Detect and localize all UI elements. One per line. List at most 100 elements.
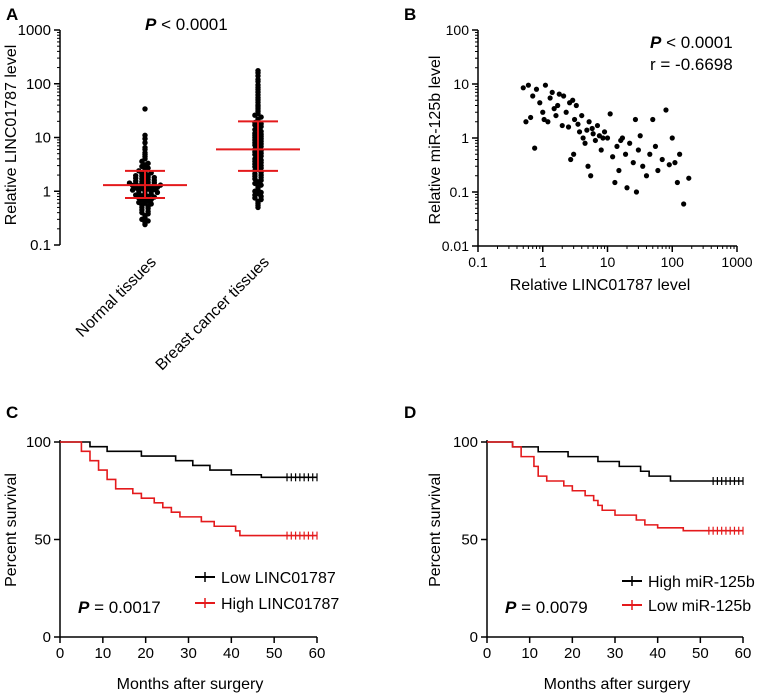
panel-a-ytick-label: 100 (26, 76, 51, 93)
panel-letter-c: C (6, 403, 18, 422)
panel-b: B P < 0.0001 r = -0.6698 Relative miR-12… (404, 5, 753, 294)
data-point (545, 119, 551, 125)
legend-label-low-mir125b: Low miR-125b (648, 598, 751, 615)
panel-b-annotation: P < 0.0001 (650, 33, 733, 52)
data-point (610, 154, 616, 160)
data-point (551, 106, 557, 112)
data-point (575, 121, 581, 127)
data-point (571, 151, 577, 157)
panel-b-ytick-label: 10 (453, 76, 469, 92)
panel-c-xtick-label: 10 (94, 645, 111, 662)
panel-b-xtick-label: 1000 (721, 254, 752, 270)
panel-b-ytick-label: 1 (461, 130, 469, 146)
panel-c-xtick-label: 60 (309, 645, 326, 662)
panel-letter-b: B (404, 5, 416, 24)
panel-d-xtick-label: 20 (564, 645, 581, 662)
panel-d-xtick-label: 50 (692, 645, 709, 662)
data-point (582, 140, 588, 146)
data-point (669, 135, 675, 141)
data-point (637, 133, 643, 139)
data-point (523, 119, 529, 125)
data-point (616, 167, 622, 174)
data-point (588, 173, 594, 179)
data-point (576, 129, 583, 135)
panel-b-ytick-label: 0.01 (442, 238, 469, 254)
data-point (255, 67, 261, 74)
panel-a: A P < 0.0001 Relative LINC01787 level 0.… (3, 5, 300, 374)
panel-c-km-curve-1 (60, 441, 317, 479)
data-point (528, 114, 534, 121)
data-point (561, 93, 567, 99)
panel-d-xtick-label: 40 (649, 645, 666, 662)
data-point (525, 82, 531, 88)
panel-d-km-curve-2 (487, 441, 743, 532)
legend-label-low-linc01787: Low LINC01787 (221, 570, 336, 587)
data-point (650, 116, 656, 123)
panel-b-xtick-label: 0.1 (468, 254, 488, 270)
panel-a-ytick-label: 10 (34, 130, 51, 147)
data-point (672, 160, 678, 166)
data-point (532, 145, 538, 151)
panel-d-plot: 0 50 100 0 10 20 30 40 50 60 (453, 434, 751, 662)
data-point (142, 106, 148, 112)
panel-c-ytick-label: 50 (34, 532, 51, 549)
legend-label-high-linc01787: High LINC01787 (221, 596, 339, 613)
panel-c-annotation: P = 0.0017 (78, 598, 161, 617)
panel-b-ytick-label: 0.1 (450, 184, 470, 200)
data-point (590, 131, 596, 137)
data-point (640, 163, 646, 169)
data-point (686, 175, 692, 181)
data-point (255, 204, 261, 211)
category-label: Normal tissues (73, 254, 160, 341)
panel-c-xlabel: Months after surgery (117, 676, 264, 693)
data-point (565, 124, 572, 130)
panel-d-xtick-label: 10 (521, 645, 538, 662)
data-point (258, 114, 264, 120)
panel-c-km-curve-2 (60, 441, 317, 537)
panel-d-xlabel: Months after surgery (544, 676, 691, 693)
data-point (601, 129, 608, 135)
panel-b-xtick-label: 1 (539, 254, 547, 270)
panel-d-ytick-label: 0 (470, 629, 478, 646)
data-point (542, 82, 549, 88)
data-point (635, 147, 641, 153)
panel-d-xtick-label: 30 (607, 645, 624, 662)
data-point (571, 116, 578, 123)
data-point (142, 140, 148, 146)
category-label: Breast cancer tissues (153, 254, 273, 374)
data-point (556, 91, 562, 97)
data-point (681, 201, 687, 207)
data-point (619, 135, 626, 141)
data-point (142, 144, 148, 151)
data-point (553, 112, 559, 119)
data-point (607, 111, 613, 117)
panel-d-xtick-label: 0 (483, 645, 491, 662)
data-point (600, 135, 606, 141)
data-point (677, 151, 683, 157)
panel-d: D Percent survival Months after surgery … (404, 403, 755, 693)
data-point (655, 167, 661, 174)
data-point (145, 160, 151, 167)
data-point (594, 122, 601, 129)
data-point (643, 173, 650, 179)
panel-b-xtick-label: 10 (600, 254, 616, 270)
data-point (612, 179, 618, 186)
data-point (630, 160, 636, 166)
data-point (579, 112, 585, 119)
panel-c-legend: Low LINC01787 High LINC01787 (195, 570, 339, 613)
data-point (652, 143, 659, 149)
data-point (559, 122, 565, 129)
data-point (624, 185, 630, 191)
data-point (151, 174, 157, 181)
data-point (586, 119, 592, 125)
data-point (666, 162, 672, 168)
data-point (585, 163, 591, 169)
data-point (614, 143, 620, 149)
panel-c-xtick-label: 20 (137, 645, 154, 662)
data-point (563, 109, 569, 115)
data-point (580, 135, 586, 141)
panel-c-xtick-label: 40 (223, 645, 240, 662)
data-point (142, 221, 148, 228)
panel-c: C Percent survival Months after surgery … (3, 403, 339, 693)
